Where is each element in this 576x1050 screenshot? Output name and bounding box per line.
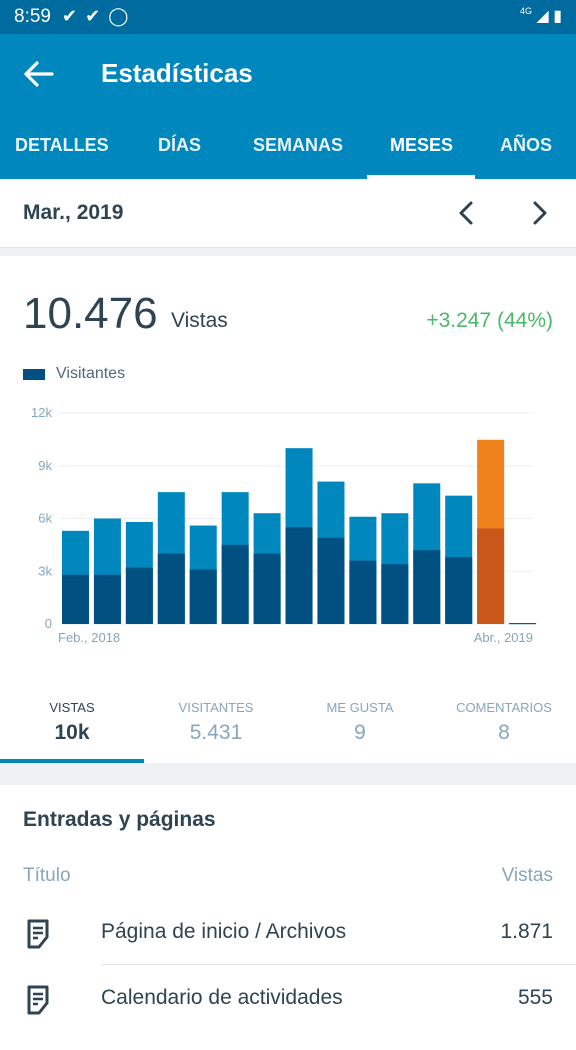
- list-item[interactable]: Calendario de actividades 555: [0, 984, 576, 1050]
- stats-card: 10.476 Vistas +3.247 (44%) Visitantes 12…: [0, 256, 576, 763]
- page-icon: [27, 919, 49, 949]
- post-views: 555: [517, 986, 553, 1009]
- metric-label: VISITANTES: [178, 700, 254, 715]
- bar-visitors: [445, 557, 473, 624]
- y-tick-label: 12k: [31, 405, 52, 420]
- period-selector: Mar., 2019: [0, 179, 576, 248]
- metric-value: 8: [498, 721, 510, 744]
- metric-value: 9: [354, 721, 366, 744]
- row-divider: [101, 964, 576, 965]
- post-title: Página de inicio / Archivos: [101, 920, 347, 943]
- back-arrow-icon[interactable]: [22, 58, 58, 90]
- x-tick-label: Abr., 2019: [474, 630, 533, 645]
- post-views: 1.871: [500, 920, 553, 943]
- column-header-views: Vistas: [501, 865, 553, 886]
- notification-icons: ✔✔◯: [62, 6, 136, 27]
- bar-chart[interactable]: 12k 9k 6k 3k 0 Feb., 2018 Abr., 2019: [0, 396, 576, 666]
- bar-visitors: [285, 527, 313, 624]
- bar-visitors: [189, 569, 217, 624]
- network-label: 4G: [519, 6, 532, 16]
- tab-indicator: [367, 175, 475, 179]
- summary-value: 10.476: [23, 289, 158, 338]
- section-gap: [0, 763, 576, 785]
- period-label: Mar., 2019: [23, 201, 124, 224]
- metric-value: 5.431: [189, 721, 243, 744]
- legend-label: Visitantes: [56, 365, 126, 382]
- bar-visitors: [157, 553, 185, 624]
- metric-tab-vistas[interactable]: VISTAS 10k: [0, 699, 144, 745]
- tab-anos[interactable]: AÑOS: [500, 135, 553, 155]
- metric-value: 10k: [54, 721, 90, 744]
- app-bar: Estadísticas DETALLES DÍAS SEMANAS MESES…: [0, 34, 576, 179]
- summary-label: Vistas: [171, 309, 228, 332]
- bar-visitors: [413, 550, 441, 624]
- signal-icon: ◢: [536, 8, 549, 25]
- bar-visitors: [62, 574, 89, 624]
- tab-detalles[interactable]: DETALLES: [15, 135, 109, 155]
- metric-label: ME GUSTA: [326, 700, 394, 715]
- list-item[interactable]: Página de inicio / Archivos 1.871: [0, 918, 576, 984]
- check-icon: ✔: [85, 6, 109, 26]
- bar-visitors: [477, 528, 505, 624]
- battery-icon: ▮: [553, 8, 562, 25]
- bar-visitors: [125, 567, 153, 624]
- page-title: Estadísticas: [101, 58, 253, 88]
- y-tick-label: 9k: [38, 458, 52, 473]
- metric-tab-indicator: [0, 759, 144, 763]
- y-tick-label: 6k: [38, 511, 52, 526]
- metric-tab-comentarios[interactable]: COMENTARIOS 8: [432, 699, 576, 745]
- column-header-title: Título: [23, 865, 71, 886]
- status-bar: 8:59 ✔✔◯ 4G ◢ ▮: [0, 0, 576, 34]
- bar-visitors: [253, 553, 281, 624]
- check-icon: ✔: [62, 6, 86, 26]
- bar-visitors: [93, 574, 121, 624]
- metric-label: VISTAS: [49, 700, 95, 715]
- bar-visitors: [381, 564, 409, 624]
- posts-card: Entradas y páginas Título Vistas Página …: [0, 785, 576, 1024]
- x-tick-label: Feb., 2018: [58, 630, 120, 645]
- post-title: Calendario de actividades: [101, 986, 343, 1009]
- system-icons: 4G ◢ ▮: [520, 6, 562, 26]
- chevron-right-icon[interactable]: [527, 199, 551, 227]
- bar-visitors: [317, 537, 345, 624]
- summary-change: +3.247 (44%): [426, 309, 553, 332]
- whatsapp-icon: ◯: [108, 6, 137, 26]
- bar-visitors: [349, 560, 377, 624]
- bar-visitors: [221, 544, 249, 624]
- metric-label: COMENTARIOS: [456, 700, 552, 715]
- metric-tab-visitantes[interactable]: VISITANTES 5.431: [144, 699, 288, 745]
- y-tick-label: 0: [45, 616, 52, 631]
- status-time: 8:59: [14, 6, 51, 27]
- chevron-left-icon[interactable]: [455, 199, 479, 227]
- posts-title: Entradas y páginas: [23, 808, 216, 831]
- section-gap: [0, 248, 576, 256]
- legend-swatch: [23, 369, 45, 380]
- metric-tab-me-gusta[interactable]: ME GUSTA 9: [288, 699, 432, 745]
- tab-semanas[interactable]: SEMANAS: [253, 135, 344, 155]
- bar-visitors: [509, 623, 537, 625]
- tab-dias[interactable]: DÍAS: [158, 135, 202, 155]
- y-tick-label: 3k: [38, 563, 52, 578]
- tab-meses[interactable]: MESES: [390, 135, 454, 155]
- page-icon: [27, 985, 49, 1015]
